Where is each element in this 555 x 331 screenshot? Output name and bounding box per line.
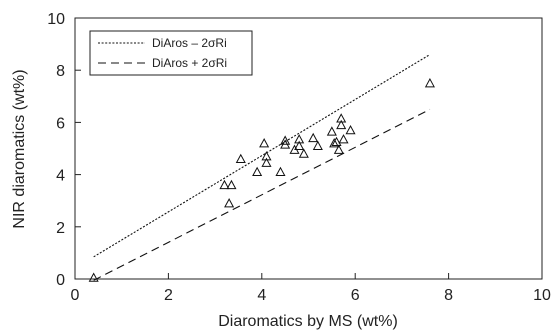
data-point [224,198,235,208]
data-point [294,140,305,150]
data-point [329,138,340,148]
data-point [280,135,291,145]
data-point [331,136,342,147]
data-point [294,134,305,144]
data-point [259,138,270,148]
legend-box [89,30,253,76]
data-point [298,148,309,158]
data-point [88,272,99,282]
series-line-dashed [93,108,431,281]
data-point [261,157,272,167]
data-point [275,166,286,177]
y-tick-label: 6 [56,115,65,132]
data-point [336,113,347,123]
data-point [312,140,323,150]
y-axis-title: NIR diaromatics (wt%) [11,69,28,228]
x-tick-label: 4 [257,287,266,304]
data-point [226,179,237,190]
y-tick-label: 10 [47,11,65,28]
y-tick-label: 2 [56,220,65,237]
legend-label: DiAros – 2σRi [152,36,227,50]
data-point [326,126,337,136]
y-tick-label: 4 [56,168,65,185]
x-tick-label: 2 [164,287,173,304]
data-point [333,144,344,154]
data-point [336,119,347,130]
y-tick-label: 0 [56,272,65,289]
x-tick-label: 8 [444,287,453,304]
data-point [345,124,356,135]
data-point [252,166,263,177]
data-point [308,132,319,143]
x-tick-label: 6 [351,287,360,304]
x-tick-label: 0 [71,287,80,304]
data-point [219,179,230,190]
data-point [338,134,349,144]
y-tick-label: 8 [56,63,65,80]
series-line-dotted [93,54,431,258]
data-point [424,77,435,88]
x-axis-title: Diaromatics by MS (wt%) [218,313,398,330]
legend-label: DiAros + 2σRi [152,56,227,70]
data-point [261,151,272,161]
x-tick-label: 10 [533,287,551,304]
plot-frame [74,17,543,280]
data-point [235,153,246,164]
